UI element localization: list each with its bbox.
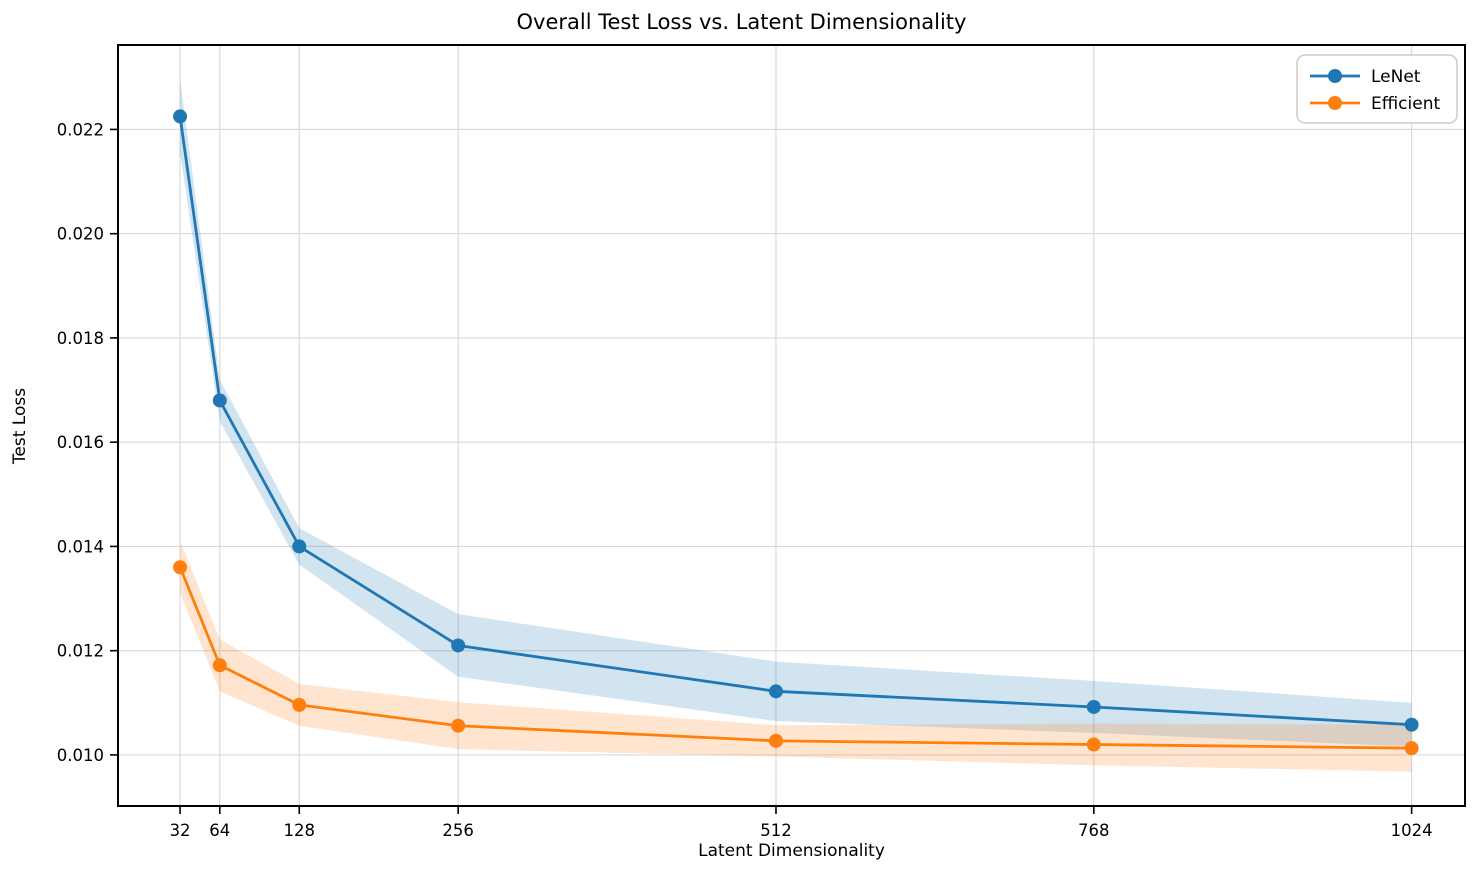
x-tick-label: 256 [442,821,474,840]
chart-title: Overall Test Loss vs. Latent Dimensional… [516,10,967,34]
x-tick-label: 768 [1078,821,1110,840]
data-point-efficient [212,658,227,673]
data-point-efficient [768,733,783,748]
data-point-lenet [292,539,307,554]
y-tick-label: 0.014 [57,537,104,556]
y-tick-label: 0.020 [57,225,104,244]
data-point-lenet [768,684,783,699]
y-tick-label: 0.012 [57,642,104,661]
data-point-lenet [173,109,188,124]
x-tick-label: 512 [760,821,792,840]
x-tick-label: 64 [209,821,230,840]
y-tick-label: 0.016 [57,433,104,452]
legend-marker-lenet [1328,69,1342,83]
x-axis-label: Latent Dimensionality [698,841,885,861]
legend-marker-efficient [1328,96,1342,110]
legend-label-lenet: LeNet [1371,67,1421,87]
y-axis-label: Test Loss [10,387,30,465]
confidence-band-efficient [180,541,1412,772]
y-tick-label: 0.018 [57,329,104,348]
y-tick-label: 0.010 [57,746,104,765]
series-line-lenet [178,116,1412,727]
data-point-lenet [1086,699,1101,714]
data-point-lenet [212,393,227,408]
data-point-lenet [1404,717,1419,732]
axes-frame [117,44,1466,807]
x-tick-label: 128 [284,821,316,840]
data-point-efficient [1404,741,1419,756]
data-point-lenet [451,638,466,653]
confidence-band-lenet [180,79,1412,747]
x-tick-label: 1024 [1391,821,1433,840]
data-point-efficient [173,560,188,575]
data-point-efficient [292,697,307,712]
y-tick-label: 0.022 [57,120,104,139]
x-tick-label: 32 [170,821,191,840]
data-point-efficient [451,718,466,733]
data-point-efficient [1086,737,1101,752]
legend-label-efficient: Efficient [1371,94,1440,114]
